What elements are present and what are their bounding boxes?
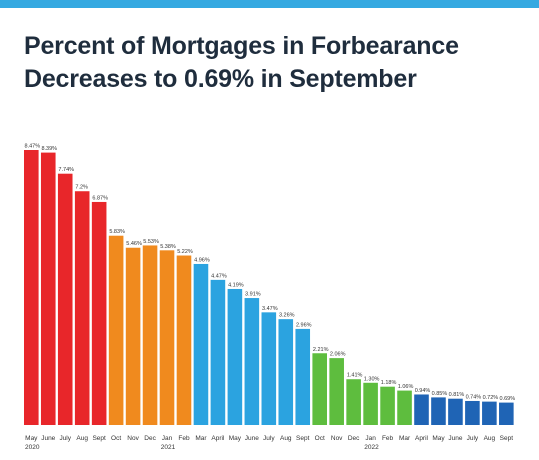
value-label-21: 1.18% [381,380,397,386]
bar-june-13 [244,298,260,425]
tick-label-26: July [467,435,479,442]
bar-june-25 [448,398,463,425]
tick-label-17: Oct [315,435,325,442]
bar-nov-18 [329,358,344,425]
value-label-9: 5.22% [177,249,193,255]
tick-label-6: Nov [127,435,139,442]
tick-label-27: Aug [484,435,496,442]
bar-aug-3 [74,191,90,425]
bar-sept-16 [295,328,311,425]
bar-aug-27 [482,401,497,425]
value-label-28: 0.69% [500,396,516,402]
value-label-25: 0.81% [449,392,465,398]
bar-jan-8 [159,250,175,425]
bar-april-23 [414,394,429,425]
bar-may-0 [24,150,39,425]
tick-label-16: Sept [296,435,310,442]
tick-label-15: Aug [280,435,292,442]
value-label-27: 0.72% [483,395,499,401]
tick-label-18: Nov [331,435,343,442]
bar-sept-4 [91,201,107,425]
tick-label-1: June [41,435,55,442]
tick-label-11: April [211,435,225,442]
tick-label-21: Feb [382,435,394,442]
tick-label-19: Dec [348,435,360,442]
bar-aug-15 [278,319,294,425]
bar-sept-28 [499,402,514,425]
tick-label-13: June [245,435,259,442]
bars-group [24,150,514,425]
bar-dec-19 [346,379,361,425]
value-label-15: 3.26% [279,313,295,319]
value-label-4: 6.87% [92,195,108,201]
tick-label-10: Mar [195,435,207,442]
bar-feb-21 [380,386,395,425]
bar-july-14 [261,312,277,425]
tick-label-12: May [229,435,242,442]
chart-title: Percent of Mortgages in Forbearance Decr… [24,30,524,96]
bar-july-2 [57,173,73,425]
value-label-3: 7.2% [75,185,88,191]
value-label-11: 4.47% [211,273,227,279]
x-axis-year-labels: 2020 2021 2022 [25,444,379,451]
bar-may-12 [227,288,243,425]
bar-oct-5 [108,235,124,425]
chart-title-line-1: Percent of Mortgages in Forbearance [24,32,459,60]
year-label-2020: 2020 [25,444,40,451]
tick-label-14: July [263,435,275,442]
value-label-14: 3.47% [262,306,278,312]
bar-jan-20 [363,382,378,425]
year-label-2022: 2022 [364,444,379,451]
bar-feb-9 [176,255,192,425]
bar-mar-10 [193,263,209,425]
value-label-17: 2.21% [313,347,329,353]
value-label-5: 5.83% [109,229,125,235]
tick-label-4: Sept [92,435,106,442]
bar-may-24 [431,397,446,425]
tick-label-28: Sept [500,435,514,442]
bar-june-1 [40,152,56,425]
tick-label-23: April [415,435,429,442]
value-label-19: 1.41% [347,373,363,379]
tick-label-5: Oct [111,435,121,442]
chart-title-line-2: Decreases to 0.69% in September [24,65,417,93]
bar-dec-7 [142,245,158,425]
value-label-2: 7.74% [58,167,74,173]
tick-label-8: Jan [162,435,173,442]
tick-label-20: Jan [365,435,376,442]
tick-label-2: July [59,435,71,442]
tick-label-0: May [25,435,38,442]
tick-label-7: Dec [144,435,156,442]
value-label-13: 3.91% [245,292,261,298]
value-label-18: 2.06% [330,352,346,358]
bar-nov-6 [125,247,141,425]
value-label-1: 8.39% [41,146,57,152]
value-label-0: 8.47% [25,144,41,150]
value-label-20: 1.30% [364,376,380,382]
tick-label-9: Feb [178,435,190,442]
tick-label-25: June [448,435,462,442]
tick-label-22: Mar [399,435,411,442]
value-label-8: 5.38% [160,244,176,250]
tick-label-24: May [432,435,445,442]
value-label-16: 2.96% [296,322,312,328]
bar-mar-22 [397,390,412,425]
value-label-22: 1.06% [398,384,414,390]
bar-oct-17 [312,353,327,425]
tick-label-3: Aug [76,435,88,442]
year-label-2021: 2021 [161,444,176,451]
value-label-7: 5.53% [143,239,159,245]
x-axis-tick-labels: May June July Aug Sept Oct Nov Dec Jan Feb Mar Apri… [25,435,513,442]
value-label-12: 4.19% [228,282,244,288]
value-label-24: 0.85% [432,391,448,397]
value-label-6: 5.46% [126,241,142,247]
bar-july-26 [465,400,480,425]
bar-april-11 [210,279,226,425]
value-labels-group: 8.47% 8.39%7.74%7.2%6.87%5.83%5.46% 5.53%5… [25,144,516,403]
value-label-23: 0.94% [415,388,431,394]
value-label-26: 0.74% [466,394,482,400]
value-label-10: 4.96% [194,257,210,263]
top-accent-bar [0,0,539,8]
